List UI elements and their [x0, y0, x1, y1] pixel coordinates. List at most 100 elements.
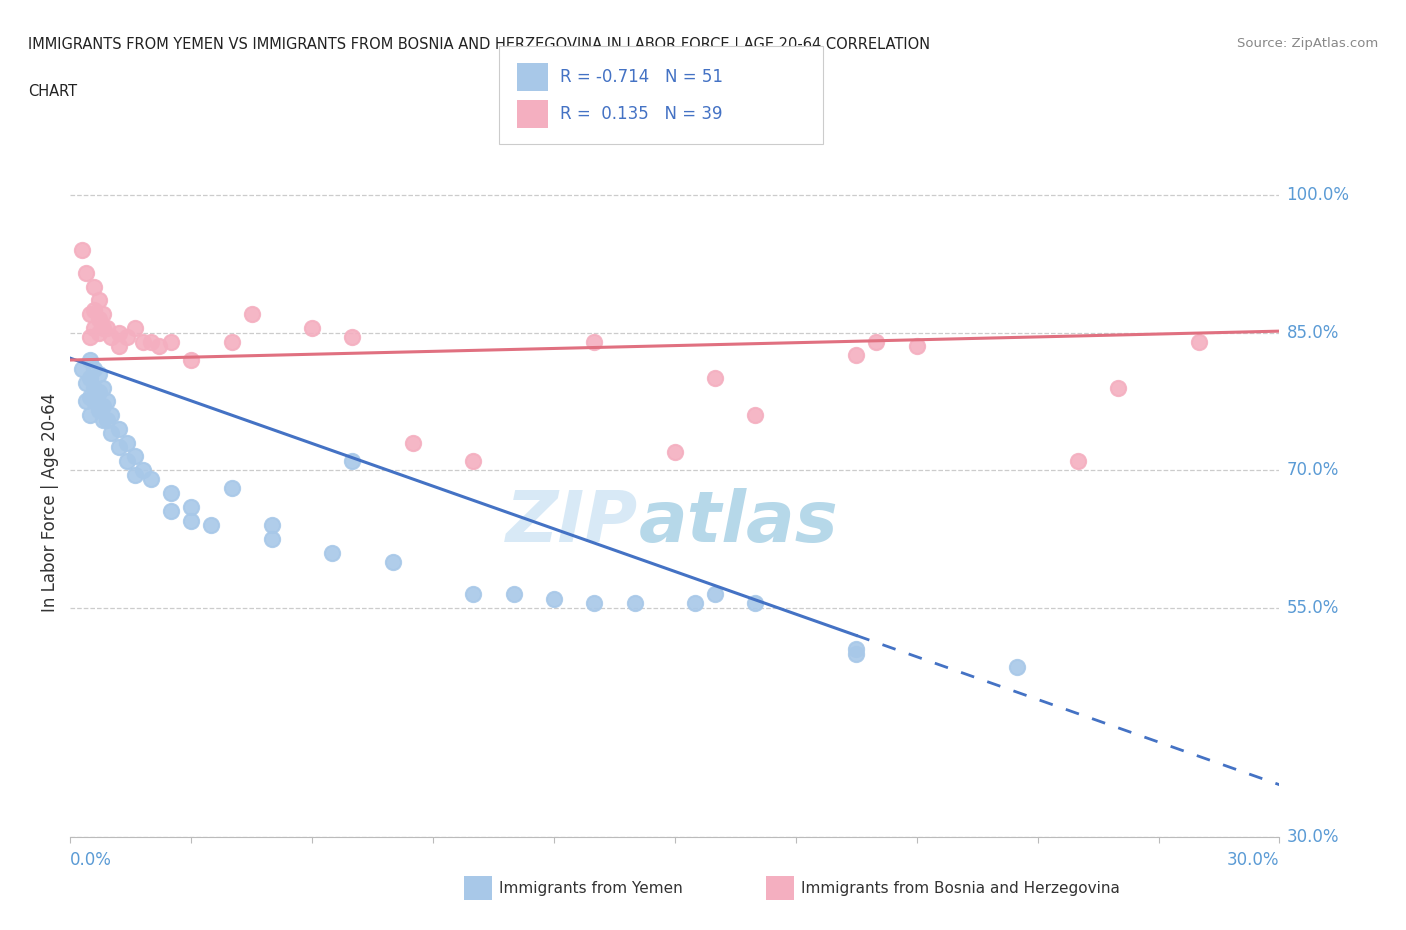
Point — [79, 390, 101, 405]
Point — [1007, 660, 1029, 675]
Point — [83, 394, 105, 409]
Point — [704, 371, 727, 386]
Text: 30.0%: 30.0% — [1227, 851, 1279, 870]
Point — [845, 348, 868, 363]
Point — [132, 334, 155, 349]
Point — [124, 467, 146, 482]
Point — [905, 339, 928, 353]
Point — [463, 587, 485, 602]
Text: 85.0%: 85.0% — [1286, 324, 1339, 341]
Point — [463, 454, 485, 469]
Point — [260, 531, 283, 546]
Point — [160, 334, 183, 349]
Point — [96, 321, 118, 336]
Text: 55.0%: 55.0% — [1286, 599, 1339, 617]
Point — [91, 412, 114, 427]
Point — [79, 352, 101, 367]
Point — [583, 595, 606, 610]
Point — [75, 265, 97, 280]
Point — [115, 454, 138, 469]
Point — [115, 329, 138, 344]
Point — [402, 435, 425, 450]
Point — [704, 587, 727, 602]
Text: CHART: CHART — [28, 84, 77, 99]
Point — [75, 394, 97, 409]
Point — [107, 326, 129, 340]
Text: Source: ZipAtlas.com: Source: ZipAtlas.com — [1237, 37, 1378, 50]
Point — [83, 279, 105, 294]
Point — [83, 302, 105, 317]
Point — [79, 371, 101, 386]
Point — [321, 545, 343, 560]
Point — [87, 385, 110, 400]
Point — [79, 307, 101, 322]
Text: 100.0%: 100.0% — [1286, 186, 1350, 204]
Point — [180, 499, 202, 514]
Point — [543, 591, 565, 606]
Point — [1067, 454, 1090, 469]
Point — [301, 321, 323, 336]
Point — [342, 329, 364, 344]
Point — [91, 398, 114, 413]
Point — [502, 587, 524, 602]
Point — [91, 321, 114, 336]
Point — [240, 307, 263, 322]
Point — [96, 412, 118, 427]
Point — [72, 243, 94, 258]
Point — [72, 362, 94, 377]
Point — [83, 380, 105, 395]
Point — [124, 321, 146, 336]
Point — [148, 339, 170, 353]
Point — [381, 554, 404, 569]
Point — [180, 352, 202, 367]
Point — [87, 403, 110, 418]
Point — [1107, 380, 1129, 395]
Point — [100, 426, 122, 441]
Point — [845, 642, 868, 657]
Text: 30.0%: 30.0% — [1286, 828, 1339, 846]
Point — [139, 472, 162, 486]
Text: Immigrants from Bosnia and Herzegovina: Immigrants from Bosnia and Herzegovina — [801, 881, 1121, 896]
Point — [200, 518, 222, 533]
Point — [160, 504, 183, 519]
Text: R =  0.135   N = 39: R = 0.135 N = 39 — [560, 105, 723, 124]
Point — [744, 595, 766, 610]
Point — [87, 366, 110, 381]
Point — [91, 307, 114, 322]
Point — [132, 462, 155, 477]
Y-axis label: In Labor Force | Age 20-64: In Labor Force | Age 20-64 — [41, 392, 59, 612]
Point — [107, 421, 129, 436]
Point — [664, 445, 686, 459]
Point — [865, 334, 887, 349]
Point — [139, 334, 162, 349]
Point — [845, 646, 868, 661]
Point — [87, 293, 110, 308]
Point — [79, 407, 101, 422]
Text: Immigrants from Yemen: Immigrants from Yemen — [499, 881, 683, 896]
Point — [83, 362, 105, 377]
Point — [1188, 334, 1211, 349]
Point — [260, 518, 283, 533]
Text: R = -0.714   N = 51: R = -0.714 N = 51 — [560, 68, 723, 86]
Point — [79, 329, 101, 344]
Point — [342, 454, 364, 469]
Point — [75, 376, 97, 391]
Point — [100, 329, 122, 344]
Point — [623, 595, 645, 610]
Point — [107, 440, 129, 455]
Text: 0.0%: 0.0% — [70, 851, 112, 870]
Point — [87, 312, 110, 326]
Point — [583, 334, 606, 349]
Point — [221, 334, 243, 349]
Text: atlas: atlas — [638, 488, 838, 557]
Point — [115, 435, 138, 450]
Point — [221, 481, 243, 496]
Point — [180, 513, 202, 528]
Text: ZIP: ZIP — [506, 488, 638, 557]
Point — [744, 407, 766, 422]
Point — [100, 407, 122, 422]
Text: IMMIGRANTS FROM YEMEN VS IMMIGRANTS FROM BOSNIA AND HERZEGOVINA IN LABOR FORCE |: IMMIGRANTS FROM YEMEN VS IMMIGRANTS FROM… — [28, 37, 931, 53]
Point — [683, 595, 706, 610]
Text: 70.0%: 70.0% — [1286, 461, 1339, 479]
Point — [107, 339, 129, 353]
